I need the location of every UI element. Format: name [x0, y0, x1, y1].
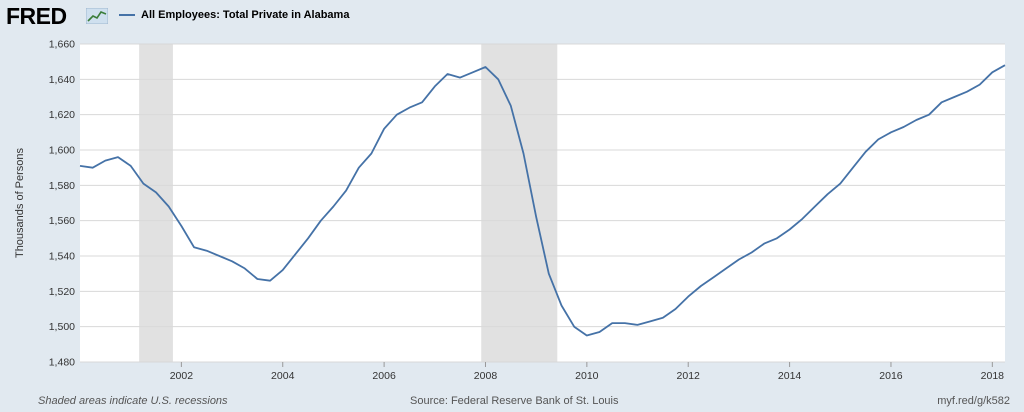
- chart-legend: All Employees: Total Private in Alabama: [119, 9, 349, 21]
- y-tick-label: 1,620: [49, 109, 75, 121]
- x-tick-label: 2004: [271, 370, 295, 382]
- y-tick-label: 1,540: [49, 251, 75, 263]
- short-link[interactable]: myf.red/g/k582: [937, 395, 1010, 407]
- y-tick-label: 1,640: [49, 74, 75, 86]
- x-tick-label: 2006: [372, 370, 396, 382]
- chart-area: 1,480 1,500 1,520 1,540 1,560 1,580 1,600 1,620…: [14, 39, 1006, 382]
- y-tick-label: 1,580: [49, 180, 75, 192]
- chart-footer: Shaded areas indicate U.S. recessions So…: [0, 392, 1024, 412]
- x-tick-label: 2012: [677, 370, 701, 382]
- series-line-al-private-employees: [79, 64, 1006, 337]
- y-tick-label: 1,520: [49, 286, 75, 298]
- x-axis-ticks: 2002 2004 2006 2008 2010 2012 2014 2016 2018: [170, 362, 1004, 382]
- source-credit: Source: Federal Reserve Bank of St. Loui…: [410, 395, 619, 407]
- y-tick-label: 1,500: [49, 321, 75, 333]
- gridlines: [80, 43, 1005, 363]
- x-tick-label: 2008: [474, 370, 498, 382]
- y-tick-label: 1,660: [49, 39, 75, 51]
- x-tick-label: 2018: [981, 370, 1005, 382]
- x-tick-label: 2010: [575, 370, 599, 382]
- chart-header: FRED All Employees: Total Private in Ala…: [0, 0, 1024, 34]
- recession-bands: [139, 44, 558, 362]
- y-axis-title: Thousands of Persons: [14, 147, 26, 258]
- fred-logo[interactable]: FRED: [6, 3, 108, 29]
- recession-band-2: [481, 44, 558, 362]
- x-tick-label: 2016: [879, 370, 903, 382]
- x-tick-label: 2014: [778, 370, 802, 382]
- recession-band-1: [139, 44, 173, 362]
- y-tick-label: 1,560: [49, 215, 75, 227]
- legend-series-swatch: [119, 14, 135, 16]
- x-tick-label: 2002: [170, 370, 194, 382]
- y-tick-label: 1,480: [49, 357, 75, 369]
- recession-note: Shaded areas indicate U.S. recessions: [38, 395, 228, 407]
- fred-logo-text: FRED: [6, 3, 67, 29]
- fred-logo-chart-icon: [86, 8, 108, 24]
- legend-series-label: All Employees: Total Private in Alabama: [141, 9, 350, 21]
- y-tick-label: 1,600: [49, 145, 75, 157]
- y-axis-ticks: 1,480 1,500 1,520 1,540 1,560 1,580 1,600 1,620…: [49, 39, 75, 369]
